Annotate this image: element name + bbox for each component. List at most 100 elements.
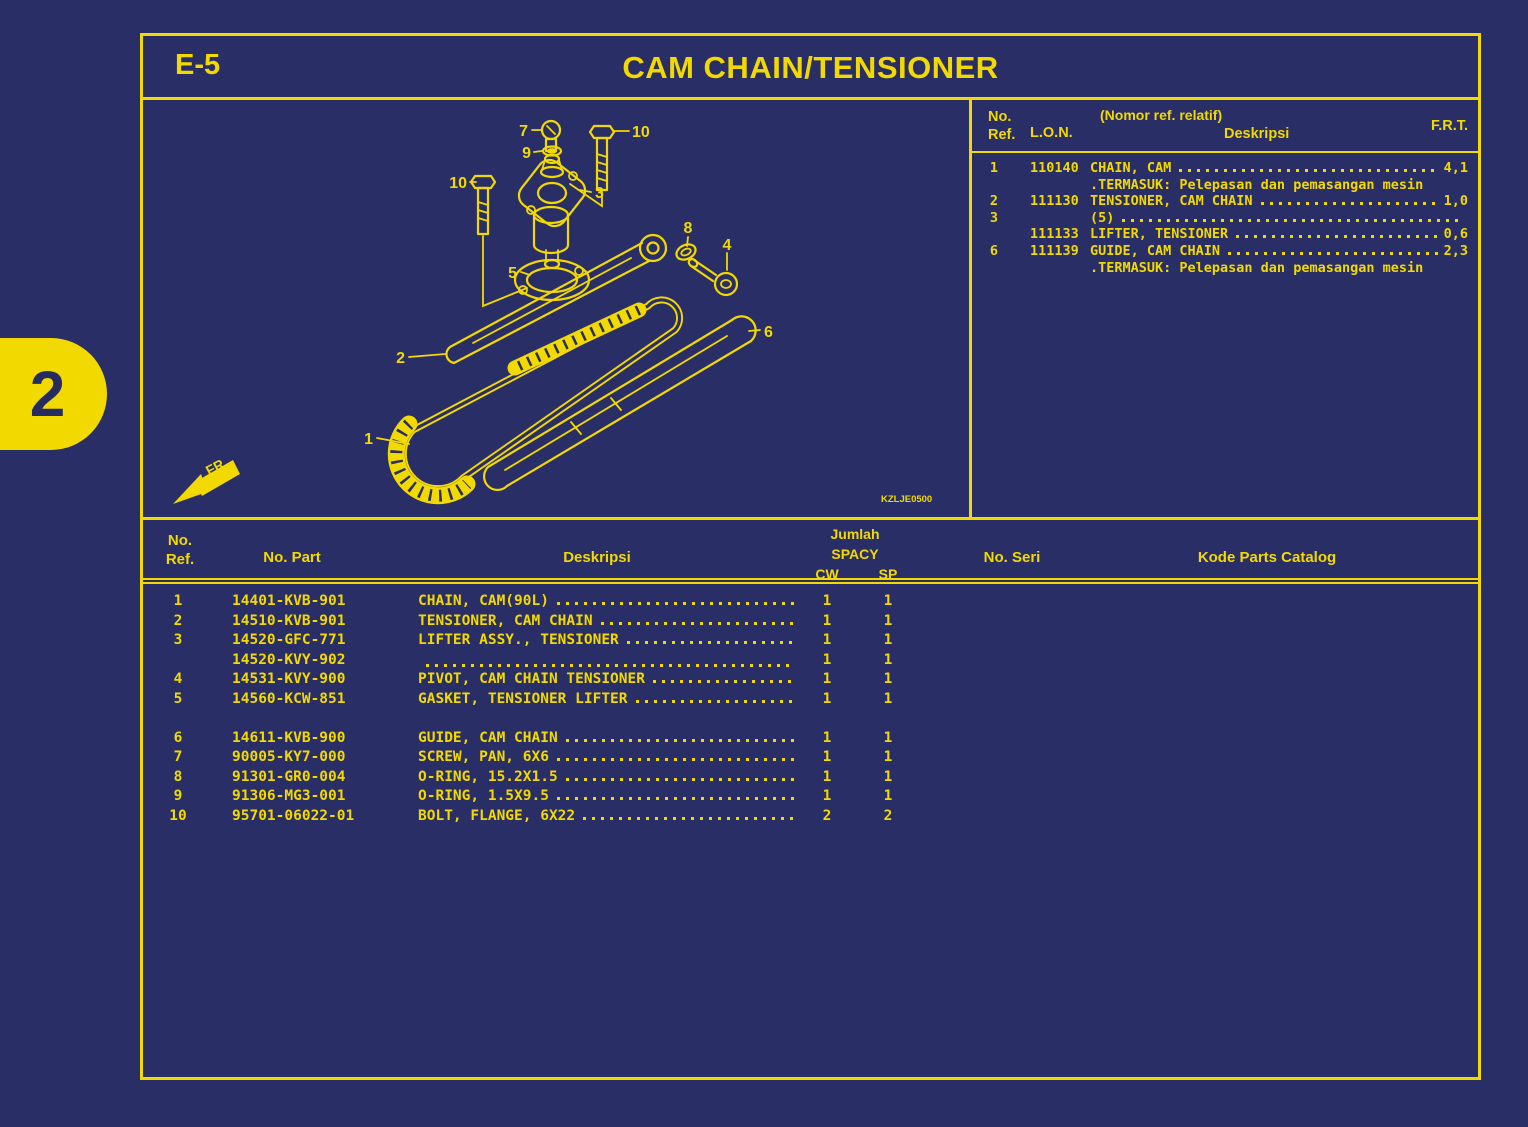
frt-row: 111133 LIFTER, TENSIONER 0,6 — [972, 226, 1478, 243]
callout-4: 4 — [723, 237, 732, 254]
callout-8: 8 — [684, 220, 693, 237]
page-title: CAM CHAIN/TENSIONER — [622, 50, 999, 85]
frt-cell-ref: 1 — [989, 160, 999, 176]
dotted-leader — [652, 680, 794, 683]
parts-table-header: No. Ref. No. Part Deskripsi Jumlah SPACY… — [143, 520, 1478, 584]
parts-cell-sp: 1 — [883, 768, 893, 785]
cam-chain-part — [387, 296, 684, 505]
frt-col-lon: L.O.N. — [1030, 125, 1073, 141]
flange-bolt-left-part — [469, 174, 497, 236]
parts-desc-text: GUIDE, CAM CHAIN — [418, 729, 558, 746]
frt-desc-text: .TERMASUK: Pelepasan dan pemasangan mesi… — [1090, 176, 1424, 193]
callout-10-left: 10 — [449, 175, 467, 192]
parts-row: 7 90005-KY7-000 SCREW, PAN, 6X6 1 1 — [143, 749, 1478, 769]
parts-col-cw: CW — [815, 566, 839, 582]
parts-row: 4 14531-KVY-900 PIVOT, CAM CHAIN TENSIONER… — [143, 671, 1478, 691]
parts-row: 8 91301-GR0-004 O-RING, 15.2X1.5 1 1 — [143, 769, 1478, 789]
parts-cell-ref: 9 — [173, 788, 183, 804]
flange-bolt-right-part — [588, 124, 616, 192]
guide-part — [483, 315, 757, 491]
frt-desc-text: .TERMASUK: Pelepasan dan pemasangan mesi… — [1090, 259, 1424, 276]
parts-diagram: 7 9 10 10 3 5 8 4 6 2 1 — [173, 119, 932, 505]
frt-col-note: (Nomor ref. relatif) — [1100, 107, 1223, 123]
parts-cell-desc: LIFTER ASSY., TENSIONER — [418, 632, 800, 648]
frt-row: 2 111130 TENSIONER, CAM CHAIN 1,0 — [972, 193, 1478, 210]
dotted-leader — [565, 777, 794, 781]
parts-desc-text: O-RING, 1.5X9.5 — [418, 788, 549, 804]
frt-col-frt: F.R.T. — [1430, 118, 1468, 134]
parts-cell-part: 95701-06022-01 — [232, 807, 355, 824]
section-tab-number: 2 — [29, 358, 66, 430]
parts-cell-part: 14401-KVB-901 — [232, 593, 346, 609]
parts-col-part: No. Part — [263, 549, 321, 566]
parts-cell-sp: 1 — [883, 612, 893, 629]
frt-cell-lon: 111130 — [1030, 193, 1079, 210]
parts-cell-ref: 7 — [173, 749, 183, 765]
frt-cell-ref: 2 — [989, 193, 999, 210]
parts-cell-ref: 1 — [173, 593, 183, 609]
parts-cell-sp: 1 — [883, 632, 893, 648]
frt-desc-text: LIFTER, TENSIONER — [1090, 226, 1229, 243]
frt-cell-desc: TENSIONER, CAM CHAIN 1,0 — [1090, 193, 1478, 209]
parts-desc-text: SCREW, PAN, 6X6 — [418, 749, 549, 765]
frt-row: .TERMASUK: Pelepasan dan pemasangan mesi… — [972, 260, 1478, 277]
diagram-code: KZLJE0500 — [881, 494, 932, 505]
frt-desc-text: CHAIN, CAM — [1090, 160, 1172, 176]
dotted-leader — [1179, 169, 1438, 172]
frt-row: 6 111139 GUIDE, CAM CHAIN 2,3 — [972, 243, 1478, 260]
dotted-leader — [1228, 251, 1438, 255]
section-code: E-5 — [175, 49, 221, 81]
parts-cell-desc: PIVOT, CAM CHAIN TENSIONER — [418, 671, 800, 687]
frt-cell-desc: (5) — [1090, 210, 1478, 226]
frt-value: 4,1 — [1443, 160, 1468, 176]
callout-3: 3 — [595, 185, 604, 202]
callout-2: 2 — [396, 350, 405, 367]
parts-cell-cw: 1 — [822, 632, 832, 648]
parts-cell-sp: 2 — [883, 807, 893, 824]
parts-cell-desc — [418, 663, 800, 671]
callout-labels: 7 9 10 10 3 5 8 4 6 2 1 — [364, 123, 773, 448]
parts-col-kode: Kode Parts Catalog — [1197, 549, 1337, 566]
callout-10-right: 10 — [632, 124, 650, 141]
parts-col-sp: SP — [878, 566, 898, 582]
parts-cell-desc: GUIDE, CAM CHAIN — [418, 730, 800, 746]
parts-col-deskripsi: Deskripsi — [563, 549, 631, 566]
parts-row: 1 14401-KVB-901 CHAIN, CAM(90L) 1 1 — [143, 593, 1478, 613]
dotted-leader — [600, 621, 794, 625]
parts-cell-cw: 1 — [822, 749, 832, 765]
parts-row: 5 14560-KCW-851 GASKET, TENSIONER LIFTER 1 1 — [143, 691, 1478, 711]
frt-row: 3 (5) — [972, 210, 1478, 227]
parts-desc-text: BOLT, FLANGE, 6X22 — [418, 807, 576, 824]
parts-desc-text: LIFTER ASSY., TENSIONER — [418, 632, 619, 648]
frt-value: 0,6 — [1443, 226, 1468, 243]
dotted-leader — [556, 602, 794, 605]
parts-cell-desc: SCREW, PAN, 6X6 — [418, 749, 800, 765]
dotted-leader — [556, 758, 794, 761]
frt-desc-text: GUIDE, CAM CHAIN — [1090, 242, 1221, 259]
parts-cell-cw: 1 — [822, 671, 832, 687]
parts-cell-part: 91306-MG3-001 — [232, 788, 346, 804]
parts-cell-cw: 2 — [822, 807, 832, 824]
callout-5: 5 — [508, 265, 517, 282]
parts-cell-part: 14560-KCW-851 — [232, 690, 346, 707]
parts-cell-part: 14520-GFC-771 — [232, 632, 346, 648]
parts-row-spacer — [143, 710, 1478, 730]
parts-cell-sp: 1 — [883, 788, 893, 804]
parts-row: 3 14520-GFC-771 LIFTER ASSY., TENSIONER 1 1 — [143, 632, 1478, 652]
frt-cell-ref: 3 — [989, 209, 999, 226]
lifter-part — [517, 153, 587, 270]
parts-row: 9 91306-MG3-001 O-RING, 1.5X9.5 1 1 — [143, 788, 1478, 808]
parts-cell-part: 90005-KY7-000 — [232, 749, 346, 765]
parts-col-jumlah: Jumlah — [830, 526, 880, 542]
parts-cell-ref: 8 — [173, 768, 183, 785]
parts-cell-sp: 1 — [883, 593, 893, 609]
frt-row: 1 110140 CHAIN, CAM 4,1 — [972, 160, 1478, 177]
callout-9: 9 — [522, 145, 531, 162]
parts-row: 2 14510-KVB-901 TENSIONER, CAM CHAIN 1 1 — [143, 613, 1478, 633]
section-tab[interactable]: 2 — [0, 338, 107, 450]
callout-1: 1 — [364, 431, 373, 448]
dotted-leader — [1122, 218, 1462, 222]
frt-cell-lon: 111133 — [1030, 226, 1079, 243]
frt-row: .TERMASUK: Pelepasan dan pemasangan mesi… — [972, 177, 1478, 194]
parts-cell-desc: O-RING, 1.5X9.5 — [418, 788, 800, 804]
